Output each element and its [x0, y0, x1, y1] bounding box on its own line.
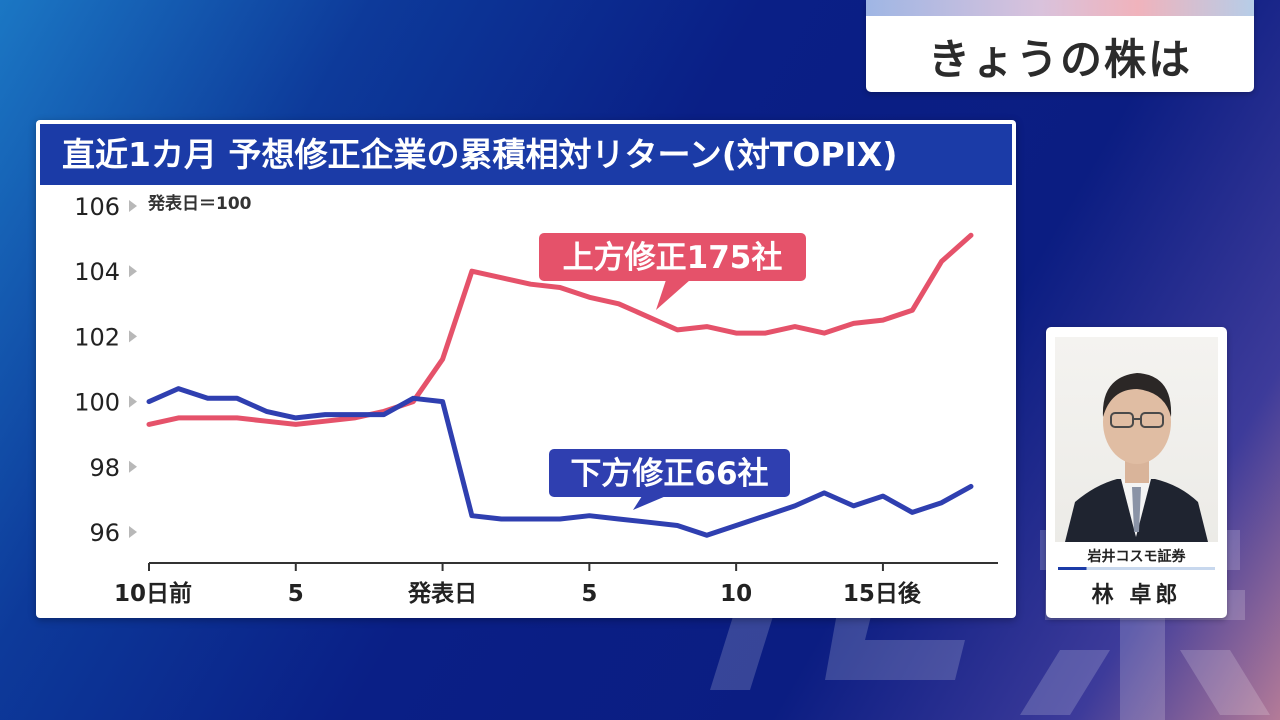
y-tick-arrow	[129, 330, 137, 343]
x-tick-label: 5	[288, 581, 304, 607]
downward-callout-box	[549, 449, 790, 497]
y-tick-label: 96	[89, 519, 120, 547]
y-tick-arrow	[129, 460, 137, 473]
topic-stripe	[866, 0, 1254, 16]
topic-banner: きょうの株は	[866, 0, 1254, 92]
y-axis: 106 104 102 100 98 96	[74, 193, 137, 547]
analyst-photo	[1055, 337, 1218, 542]
downward-callout-pointer	[633, 496, 666, 510]
line-chart: 106 104 102 100 98 96 10日前 5 発表日 5 10 15日後 発表日＝100…	[74, 193, 998, 607]
upward-callout-box	[539, 233, 806, 281]
y-tick-label: 100	[74, 389, 120, 417]
x-tick-label: 5	[581, 581, 597, 607]
base-note: 発表日＝100	[147, 193, 252, 214]
series-group	[146, 232, 974, 538]
analyst-company: 岩井コスモ証券	[1087, 549, 1186, 565]
downward-callout-label: 下方修正66社	[570, 456, 768, 492]
y-tick-arrow	[129, 200, 137, 212]
x-tick-label: 10日前	[114, 580, 192, 607]
y-tick-arrow	[129, 395, 137, 408]
upward-callout-pointer	[656, 280, 690, 310]
y-tick-label: 104	[74, 258, 120, 286]
chart-panel: 直近1カ月 予想修正企業の累積相対リターン(対TOPIX) 106 104 102 1…	[36, 120, 1016, 618]
y-tick-label: 106	[74, 193, 120, 221]
series-line-downward	[146, 386, 974, 538]
chart-title: 直近1カ月 予想修正企業の累積相対リターン(対TOPIX)	[40, 124, 1012, 185]
x-tick-label: 発表日	[407, 581, 477, 607]
analyst-card: 岩井コスモ証券 林 卓郎	[1046, 327, 1227, 618]
y-tick-arrow	[129, 526, 137, 538]
analyst-name: 林 卓郎	[1091, 583, 1182, 608]
x-tick-label: 15日後	[843, 580, 922, 607]
x-axis: 10日前 5 発表日 5 10 15日後	[114, 562, 998, 607]
x-tick-label: 10	[720, 581, 752, 607]
upward-callout-label: 上方修正175社	[563, 240, 783, 276]
series-line-upward	[146, 232, 974, 427]
analyst-divider	[1058, 567, 1215, 570]
topic-title: きょうの株は	[927, 35, 1192, 84]
y-tick-label: 98	[89, 454, 120, 482]
y-tick-label: 102	[74, 323, 120, 351]
y-tick-arrow	[129, 265, 137, 278]
